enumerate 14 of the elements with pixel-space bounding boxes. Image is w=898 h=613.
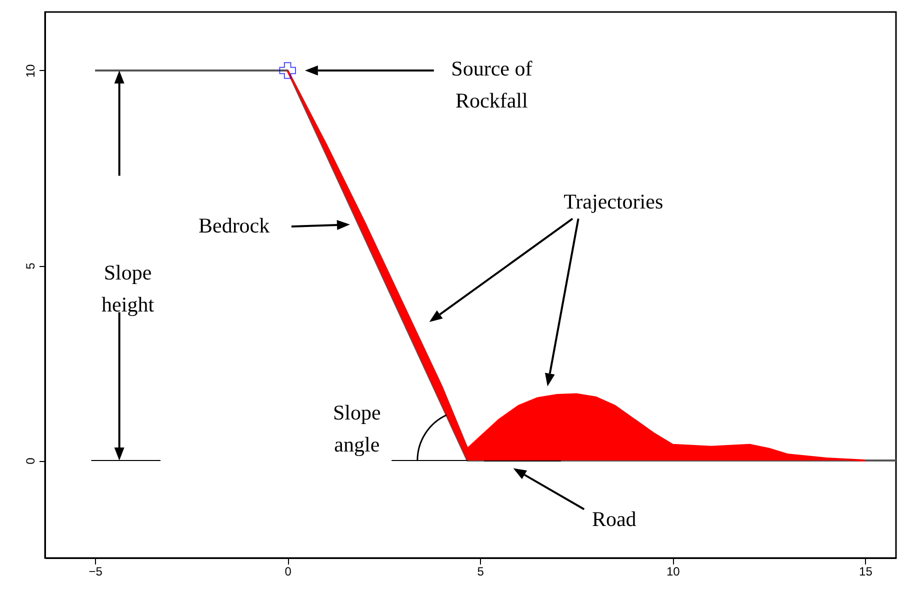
annotation: Source of Rockfall bbox=[451, 56, 532, 112]
annotation: Slope height bbox=[102, 260, 154, 316]
x-tick-label: 0 bbox=[284, 564, 292, 578]
x-tick-label: 5 bbox=[477, 564, 484, 578]
x-tick-label: 15 bbox=[859, 564, 873, 578]
y-tick-label: 0 bbox=[24, 457, 38, 464]
annotation: Bedrock bbox=[198, 214, 270, 238]
y-tick-label: 10 bbox=[24, 64, 38, 78]
x-tick-label: −5 bbox=[88, 564, 103, 578]
annotation: Road bbox=[592, 506, 637, 531]
annotation: Slope angle bbox=[332, 400, 381, 457]
annotation: Trajectories bbox=[564, 189, 664, 214]
y-tick-label: 5 bbox=[24, 262, 38, 270]
x-tick-label: 10 bbox=[666, 564, 680, 578]
